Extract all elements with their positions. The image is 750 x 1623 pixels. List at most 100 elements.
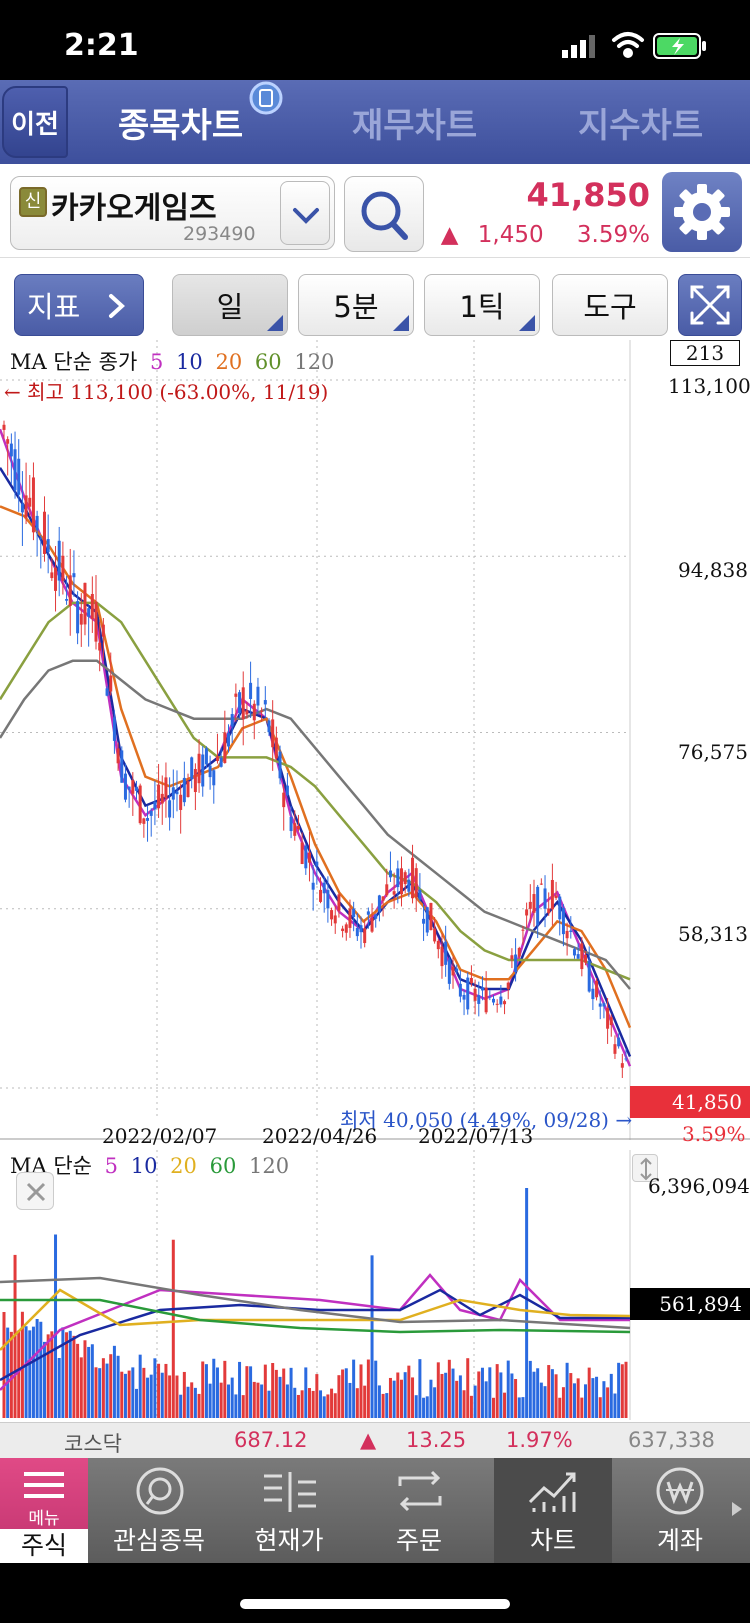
search-icon (361, 191, 408, 240)
volume-bar (499, 1372, 503, 1418)
volume-bar (514, 1379, 518, 1418)
index-name: 코스닥 (64, 1432, 122, 1456)
tab-stock-chart[interactable]: 종목차트 (118, 106, 244, 146)
volume-bar (414, 1395, 418, 1418)
tab-index-chart[interactable]: 지수차트 (578, 106, 704, 146)
period-tick-button[interactable]: 1틱 (424, 274, 540, 336)
period-day-button[interactable]: 일 (172, 274, 288, 336)
stock-dropdown-button[interactable] (280, 181, 330, 245)
close-indicator-button[interactable] (16, 1172, 54, 1210)
candle-body (480, 987, 484, 991)
search-button[interactable] (344, 176, 424, 252)
order-book-icon (264, 1472, 316, 1512)
refresh-icon[interactable] (248, 80, 284, 116)
candle-body (525, 909, 529, 916)
nav-account[interactable]: 계좌 (620, 1458, 740, 1563)
volume-bar (54, 1234, 58, 1418)
volume-bar (539, 1382, 543, 1418)
volume-bar (388, 1377, 392, 1418)
x-tick-1: 2022/02/07 (102, 1124, 218, 1148)
fullscreen-button[interactable] (678, 274, 742, 336)
volume-bar (399, 1379, 403, 1418)
ma-line-5 (0, 428, 632, 1067)
volume-bar (35, 1319, 39, 1418)
volume-bar (274, 1369, 278, 1418)
index-ticker[interactable]: 코스닥 687.12 ▲ 13.25 1.97% 637,338 (0, 1422, 750, 1458)
candle-body (411, 857, 415, 899)
volume-bar (260, 1384, 264, 1418)
resize-handle[interactable] (632, 1154, 658, 1182)
volume-bar (319, 1390, 323, 1418)
status-bar: 2:21 (0, 0, 750, 80)
ma-legend-10: 10 (176, 350, 203, 374)
volume-chart[interactable]: MA 단순 5 10 20 60 120 6,396,094 561,894 (0, 1150, 750, 1420)
tools-button[interactable]: 도구 (552, 274, 668, 336)
nav-order[interactable]: 주문 (354, 1458, 484, 1563)
index-volume: 637,338 (628, 1428, 715, 1452)
candle-body (304, 845, 308, 869)
candle-body (355, 927, 359, 937)
candle-body (528, 901, 532, 909)
candle-body (399, 868, 403, 895)
volume-bar (525, 1188, 529, 1418)
volume-bar (120, 1371, 124, 1418)
volume-legend-5: 5 (104, 1154, 119, 1178)
nav-chart[interactable]: 차트 (494, 1458, 612, 1563)
candle-body (580, 943, 584, 970)
period-5min-button[interactable]: 5분 (298, 274, 414, 336)
volume-bar (6, 1327, 10, 1418)
home-indicator[interactable] (240, 1599, 510, 1609)
volume-bar (149, 1374, 153, 1418)
tab-financial-chart[interactable]: 재무차트 (352, 106, 478, 146)
indicator-button[interactable]: 지표 (14, 274, 144, 336)
candle-body (503, 1001, 507, 1005)
index-change: 13.25 (406, 1428, 467, 1452)
candle-body (83, 582, 87, 625)
volume-bar (134, 1388, 138, 1418)
more-right-icon[interactable] (730, 1500, 744, 1518)
candle-body (381, 896, 385, 901)
settings-button[interactable] (662, 172, 742, 252)
back-button[interactable]: 이전 (2, 86, 68, 158)
price-change: ▲ 1,450 3.59% (441, 222, 650, 248)
volume-bar (2, 1312, 6, 1418)
candle-body (572, 949, 576, 956)
volume-bar (326, 1394, 330, 1418)
nav-order-label: 주문 (395, 1526, 442, 1555)
volume-bar (598, 1397, 602, 1418)
candle-body (28, 497, 32, 507)
nav-watchlist[interactable]: 관심종목 (94, 1458, 224, 1563)
candle-body (602, 1003, 606, 1007)
nav-menu-stock[interactable]: 메뉴 주식 (0, 1458, 88, 1563)
volume-bar (595, 1376, 599, 1418)
candle-body (403, 872, 407, 885)
price-chart[interactable]: MA 단순 종가 5 10 20 60 120 213 ← 최고 113,100… (0, 340, 750, 1148)
candle-body (414, 868, 418, 898)
candle-body (388, 870, 392, 878)
volume-bar (506, 1360, 510, 1418)
volume-bar (436, 1362, 440, 1418)
candle-body (539, 883, 543, 885)
candle-body (561, 908, 565, 935)
candle-body (215, 756, 219, 762)
volume-bar (304, 1367, 308, 1418)
volume-bar (182, 1371, 186, 1418)
volume-bar (392, 1380, 396, 1418)
status-time: 2:21 (64, 28, 139, 63)
volume-bar (370, 1255, 374, 1418)
ma-legend-20: 20 (215, 350, 243, 374)
volume-bar (480, 1367, 484, 1418)
volume-bar (46, 1334, 50, 1418)
candle-body (223, 732, 227, 763)
ma-line-60 (0, 601, 631, 981)
volume-bar (31, 1326, 35, 1418)
nav-current-price[interactable]: 현재가 (224, 1458, 354, 1563)
candle-body (322, 882, 326, 894)
stock-selector[interactable]: 신 카카오게임즈 293490 (10, 176, 335, 250)
volume-bar (477, 1371, 481, 1418)
volume-bar (83, 1340, 87, 1418)
candle-body (57, 540, 61, 581)
volume-bar (315, 1374, 319, 1418)
won-coin-icon (656, 1467, 704, 1515)
candle-body (543, 888, 547, 909)
